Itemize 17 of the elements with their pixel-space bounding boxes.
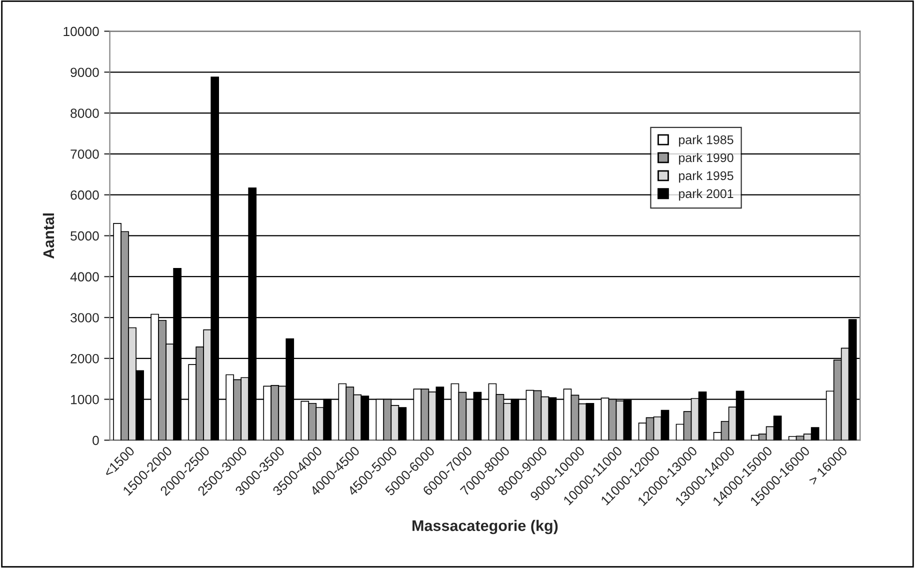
legend-label: park 2001 bbox=[679, 188, 734, 201]
y-tick-label: 10000 bbox=[64, 26, 99, 36]
y-tick-label: 8000 bbox=[70, 108, 99, 118]
y-tick-label: 2000 bbox=[70, 354, 99, 364]
legend-label: park 1985 bbox=[679, 135, 734, 147]
y-tick-label: 6000 bbox=[70, 190, 99, 200]
y-tick-label: 1000 bbox=[71, 394, 99, 404]
legend-label: park 1990 bbox=[679, 152, 734, 165]
y-axis-title: Aantal bbox=[42, 213, 54, 259]
y-tick-label: 5000 bbox=[70, 231, 99, 241]
y-tick-label: 7000 bbox=[70, 149, 99, 159]
x-axis-title: Massacategorie (kg) bbox=[412, 520, 558, 534]
y-tick-label: 9000 bbox=[70, 68, 99, 78]
y-tick-label: 0 bbox=[92, 436, 99, 446]
y-tick-label: 3000 bbox=[70, 313, 99, 322]
legend-label: park 1995 bbox=[679, 170, 734, 183]
y-tick-label: 4000 bbox=[70, 272, 99, 282]
